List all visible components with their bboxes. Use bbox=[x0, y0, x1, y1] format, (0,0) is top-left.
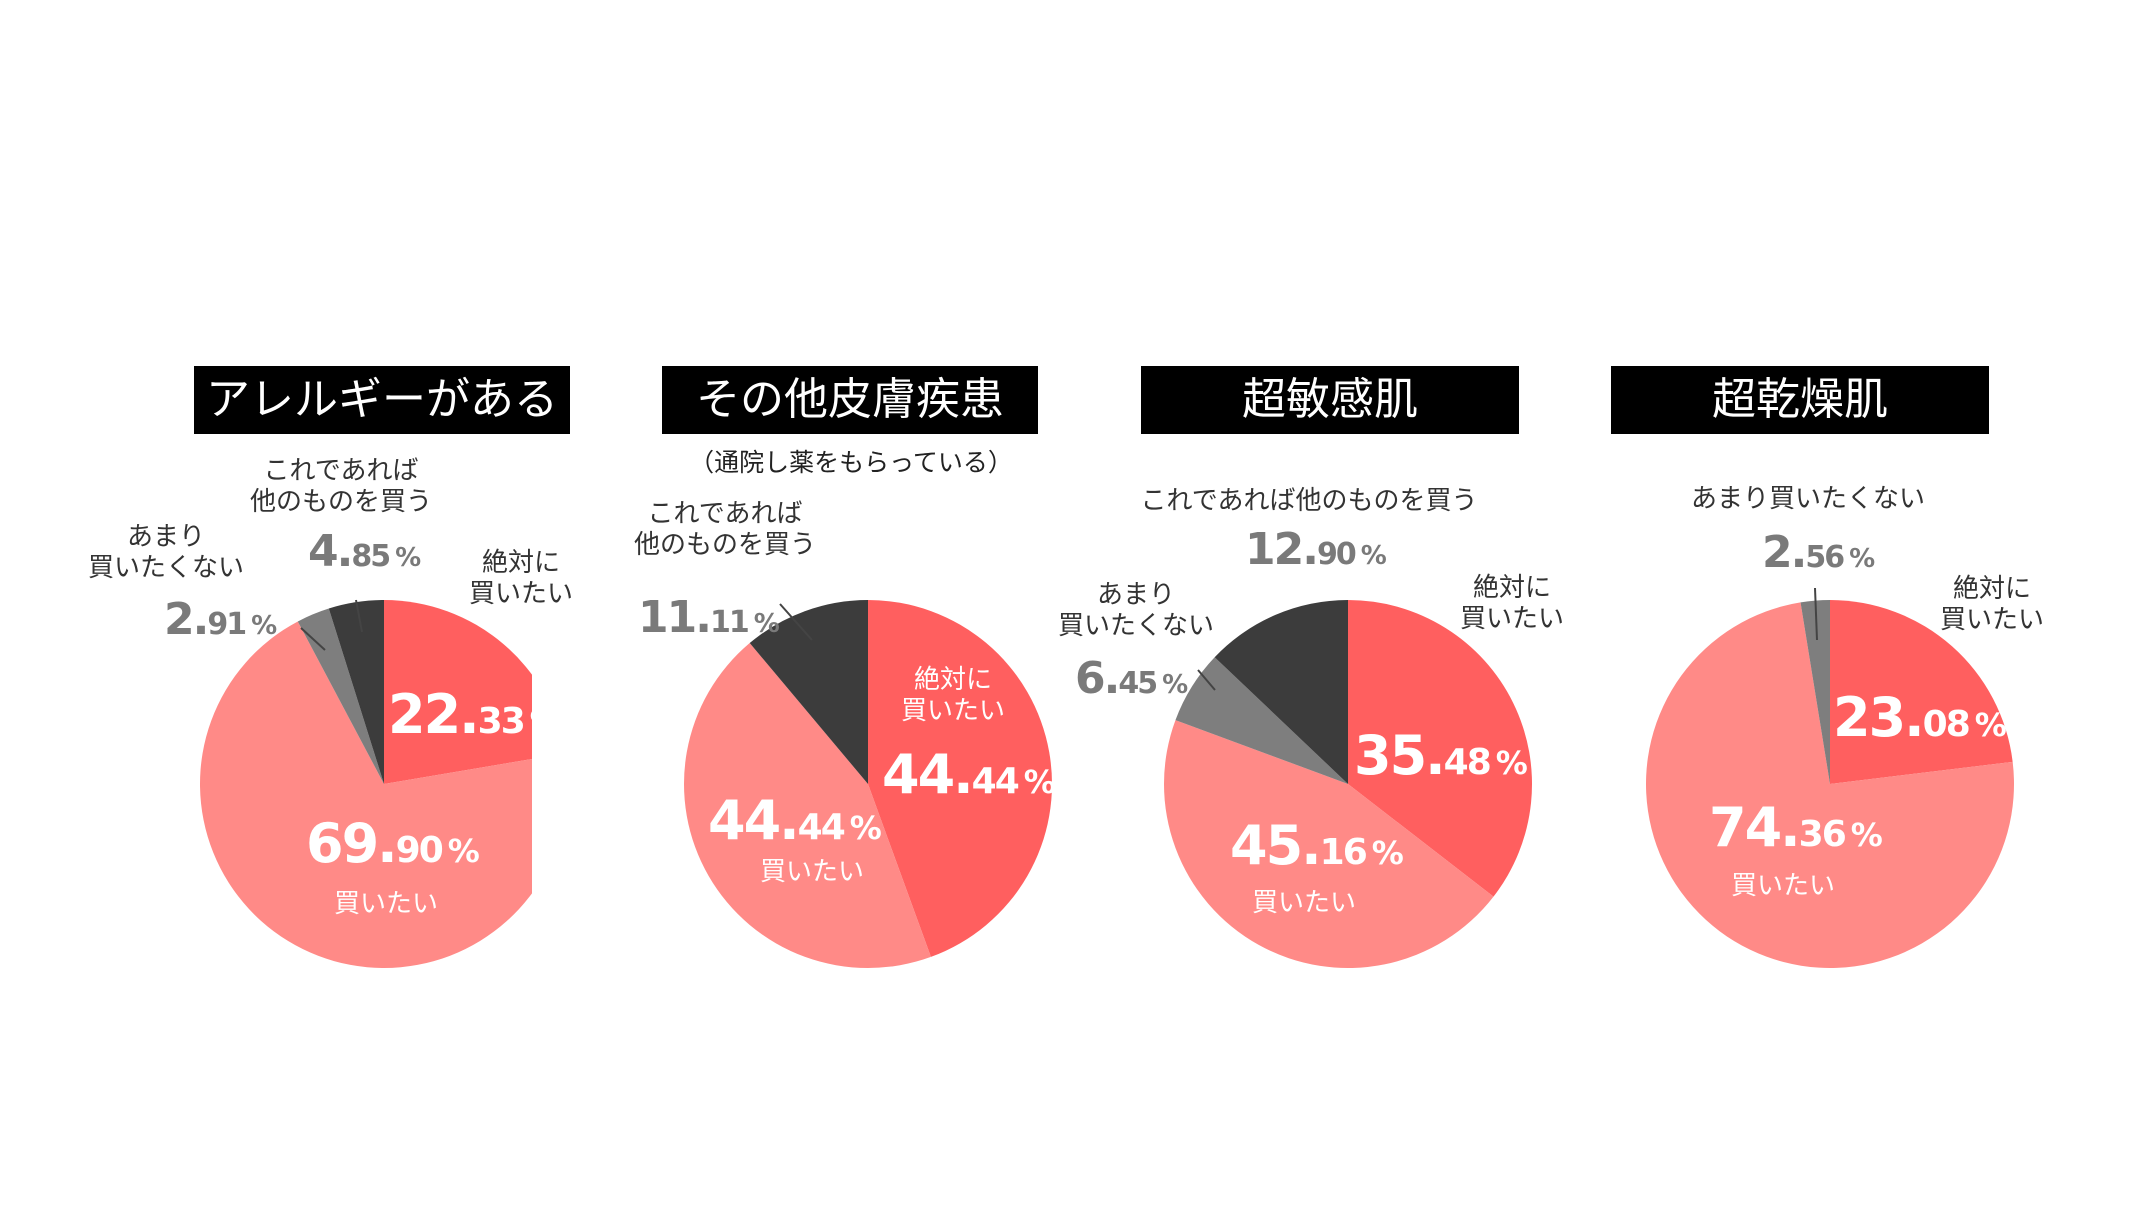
slice-label-other: これであれば 他のものを買う bbox=[249, 456, 432, 517]
slice-value-zettai: 23.08% bbox=[1833, 686, 2007, 749]
slice-label-kaitai: 買いたい bbox=[759, 857, 864, 887]
pie-slice-kaitai bbox=[1163, 720, 1494, 969]
slice-value-other: 4.85% bbox=[308, 526, 421, 577]
slice-value-kaitai: 45.16% bbox=[1230, 814, 1404, 877]
chart-title: 超乾燥肌 bbox=[1611, 366, 1989, 434]
slice-value-kaitai: 69.90% bbox=[306, 812, 480, 875]
slice-value-amari: 2.91% bbox=[164, 594, 277, 645]
pie-panel-dry: 超乾燥肌 絶対に 買いたい 23.08% 74.36% 買いたい あまり買いたく… bbox=[0, 0, 2044, 1217]
slice-label-zettai: 絶対に 買いたい bbox=[1939, 574, 2044, 635]
slice-label-zettai: 絶対に 買いたい bbox=[1459, 573, 1564, 634]
slice-value-zettai: 35.48% bbox=[1354, 724, 1528, 787]
slice-value-other: 12.90% bbox=[1245, 524, 1387, 575]
pie-chart-skin-disease bbox=[683, 600, 1053, 969]
slice-label-kaitai: 買いたい bbox=[333, 889, 438, 919]
pie-panel-skin-disease: その他皮膚疾患 （通院し薬をもらっている） 絶対に 買いたい 44.44% 44… bbox=[0, 0, 1056, 1217]
chart-title: その他皮膚疾患 bbox=[662, 366, 1038, 434]
slice-label-amari: あまり 買いたくない bbox=[87, 522, 244, 583]
pie-slice-zettai bbox=[868, 600, 1053, 957]
slice-value-kaitai: 74.36% bbox=[1709, 796, 1883, 859]
slice-value-kaitai: 44.44% bbox=[708, 789, 882, 852]
leader-line bbox=[1814, 587, 1818, 641]
pie-chart-sensitive bbox=[1163, 600, 1533, 969]
pie-chart-allergy bbox=[200, 599, 532, 968]
pie-slice-kaitai bbox=[683, 643, 931, 969]
slice-label-kaitai: 買いたい bbox=[1730, 871, 1835, 901]
leader-line bbox=[300, 627, 326, 651]
slice-label-kaitai: 買いたい bbox=[1251, 888, 1356, 918]
slice-label-amari: あまり 買いたくない bbox=[1057, 580, 1214, 641]
pie-slice-amari bbox=[1800, 600, 1830, 784]
slice-label-zettai: 絶対に 買いたい bbox=[468, 548, 573, 609]
pie-panel-sensitive: 超敏感肌 絶対に 買いたい 35.48% 45.16% 買いたい あまり 買いた… bbox=[0, 0, 1564, 1217]
chart-title: 超敏感肌 bbox=[1141, 366, 1519, 434]
pie-slice-kaitai bbox=[200, 621, 532, 968]
chart-subtitle: （通院し薬をもらっている） bbox=[689, 448, 1013, 477]
slice-value-amari: 2.56% bbox=[1762, 527, 1875, 578]
pie-slice-amari bbox=[297, 608, 384, 784]
slice-label-zettai: 絶対に 買いたい bbox=[900, 665, 1005, 726]
slice-label-amari: あまり買いたくない bbox=[1690, 484, 1925, 514]
pie-panel-allergy: アレルギーがある 絶対に 買いたい 22.33% 69.90% 買いたい あまり… bbox=[0, 0, 573, 1217]
chart-title: アレルギーがある bbox=[194, 366, 570, 434]
slice-value-zettai: 22.33% bbox=[388, 683, 562, 746]
pie-slice-other bbox=[749, 600, 868, 784]
slice-label-other: これであれば 他のものを買う bbox=[633, 499, 816, 560]
pie-slice-other bbox=[328, 600, 384, 784]
pie-slice-zettai bbox=[1830, 600, 2013, 784]
slice-value-amari: 6.45% bbox=[1075, 653, 1188, 704]
slice-label-other: これであれば他のものを買う bbox=[1140, 486, 1478, 516]
pie-slice-kaitai bbox=[1646, 602, 2014, 968]
pie-slice-amari bbox=[1175, 657, 1348, 784]
leader-line bbox=[1197, 669, 1216, 691]
pie-slice-zettai bbox=[1348, 600, 1533, 897]
slice-value-other: 11.11% bbox=[638, 592, 780, 643]
leader-line bbox=[355, 599, 363, 633]
slice-value-zettai: 44.44% bbox=[882, 743, 1056, 806]
pie-slice-other bbox=[1214, 600, 1348, 784]
leader-line bbox=[779, 603, 813, 641]
pie-slice-zettai bbox=[384, 600, 532, 784]
